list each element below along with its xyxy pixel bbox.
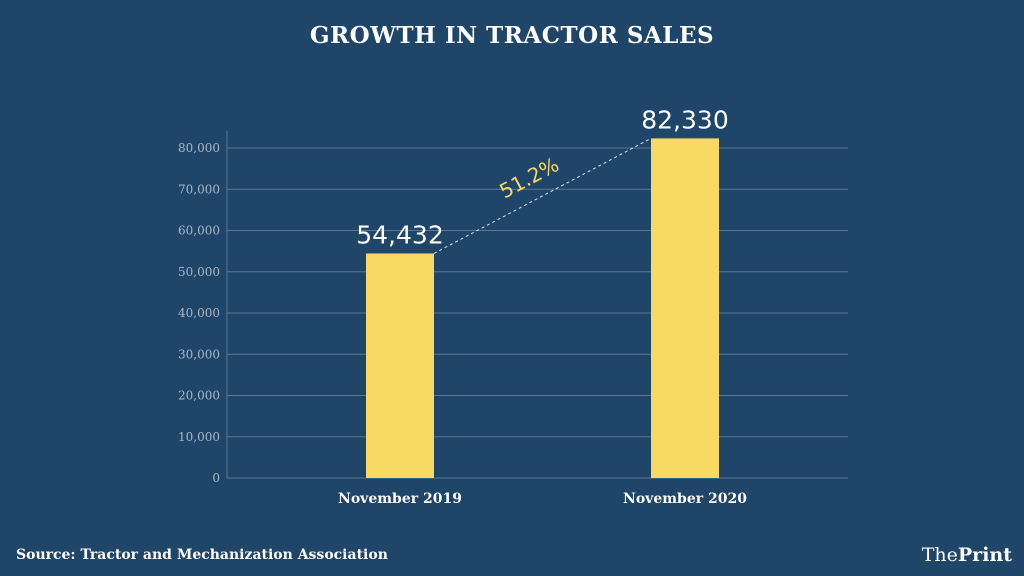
y-tick-label: 80,000 — [178, 141, 220, 155]
y-axis: 0 10,000 20,000 30,000 40,000 50,000 60,000 70,… — [178, 131, 228, 485]
y-tick-label: 0 — [212, 471, 220, 485]
x-category-label: November 2019 — [338, 491, 462, 507]
x-category-label: November 2020 — [623, 491, 747, 507]
theprint-logo: ThePrint — [922, 544, 1012, 566]
bar-value-label: 54,432 — [356, 220, 443, 249]
data-labels: 54,432 November 2019 82,330 November 2020 — [338, 105, 747, 507]
bar-value-label: 82,330 — [641, 105, 728, 134]
bars — [366, 138, 719, 479]
y-tick-label: 50,000 — [178, 265, 220, 279]
source-note: Source: Tractor and Mechanization Associ… — [16, 547, 388, 563]
logo-print: Print — [957, 544, 1012, 566]
bar — [651, 138, 719, 479]
y-tick-label: 70,000 — [178, 182, 220, 196]
y-tick-label: 40,000 — [178, 306, 220, 320]
growth-dashed-line — [433, 137, 652, 254]
chart-title: GROWTH IN TRACTOR SALES — [309, 22, 715, 49]
y-tick-label: 10,000 — [178, 430, 220, 444]
growth-annotation-group: 51.2% — [433, 137, 652, 254]
grid-lines — [227, 147, 848, 479]
y-tick-label: 60,000 — [178, 224, 220, 238]
bar — [366, 253, 434, 478]
y-tick-label: 20,000 — [178, 389, 220, 403]
growth-annotation: 51.2% — [496, 152, 563, 203]
y-tick-label: 30,000 — [178, 347, 220, 361]
logo-the: The — [921, 544, 958, 566]
